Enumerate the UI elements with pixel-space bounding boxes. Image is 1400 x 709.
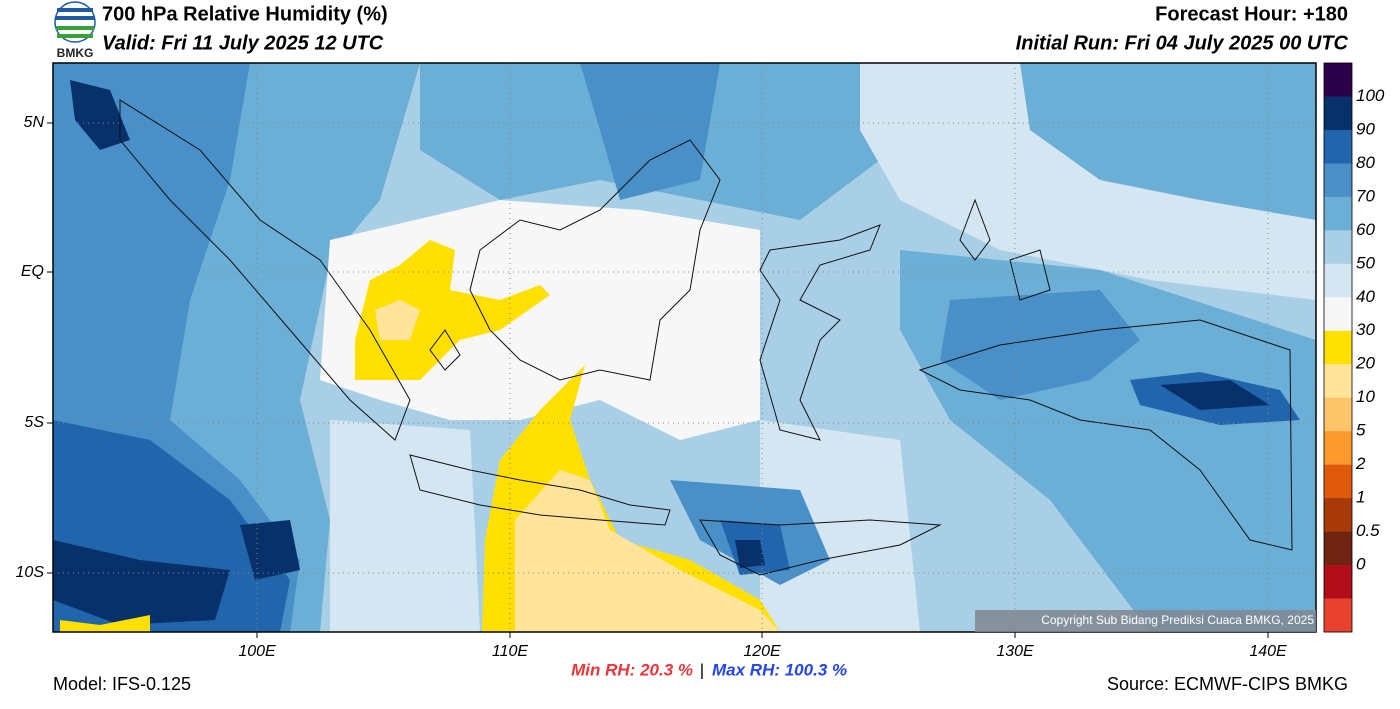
borneo	[469, 139, 721, 381]
logo: BMKG	[54, 1, 96, 60]
lat-label: 5N	[24, 114, 45, 131]
separator: |	[700, 660, 704, 679]
lon-label: 140E	[1249, 643, 1287, 660]
colorbar-label: 30	[1356, 320, 1375, 339]
colorbar-label: 80	[1356, 153, 1375, 172]
new-guinea	[918, 319, 1293, 551]
colorbar-segment	[1324, 163, 1352, 198]
colorbar-segment	[1324, 297, 1352, 332]
colorbar-label: 1	[1356, 488, 1365, 507]
humidity-field	[53, 63, 1316, 632]
colorbar-label: 20	[1355, 354, 1375, 373]
colorbar-segment	[1324, 364, 1352, 399]
java	[409, 454, 671, 526]
colorbar-label: 10	[1356, 387, 1375, 406]
title: 700 hPa Relative Humidity (%)	[102, 3, 388, 25]
colorbar-label: 0	[1356, 555, 1366, 574]
colorbar-label: 90	[1356, 119, 1375, 138]
colorbar-label: 40	[1356, 287, 1375, 306]
copyright-box	[975, 610, 1316, 632]
nusa-tenggara	[699, 519, 942, 576]
colorbar-segment	[1324, 96, 1352, 131]
sumatra	[119, 99, 411, 441]
colorbar-segment	[1324, 129, 1352, 164]
colorbar-segment	[1324, 498, 1352, 532]
colorbar-label: 50	[1356, 253, 1375, 272]
colorbar: 100 90 80 70 60 50 40 30 20 10 5 2 1 0.5 0	[1323, 62, 1385, 633]
max-rh: Max RH: 100.3 %	[712, 660, 847, 679]
lon-label: 100E	[238, 643, 276, 660]
colorbar-label: 0.5	[1356, 521, 1380, 540]
colorbar-segment	[1324, 565, 1352, 599]
colorbar-frame	[1323, 62, 1353, 633]
colorbar-label: 100	[1356, 86, 1385, 105]
colorbar-segment	[1324, 230, 1352, 265]
valid-time: Valid: Fri 11 July 2025 12 UTC	[102, 32, 384, 54]
colorbar-segment	[1324, 431, 1352, 465]
lat-label: EQ	[21, 263, 44, 280]
lat-label: 10S	[16, 564, 45, 581]
graticule	[47, 63, 1316, 638]
colorbar-label: 70	[1356, 186, 1375, 205]
colorbar-segment	[1324, 263, 1352, 298]
colorbar-segment	[1324, 196, 1352, 231]
colorbar-label: 2	[1355, 454, 1366, 473]
logo-text: BMKG	[57, 46, 94, 60]
colorbar-segment	[1324, 598, 1352, 633]
min-rh: Min RH: 20.3 %	[571, 660, 693, 679]
sulawesi	[759, 224, 881, 441]
colorbar-segment	[1324, 464, 1352, 499]
initial-run: Initial Run: Fri 04 July 2025 00 UTC	[1016, 32, 1349, 54]
lon-label: 130E	[996, 643, 1034, 660]
colorbar-segment	[1324, 330, 1352, 365]
colorbar-label: 60	[1356, 220, 1375, 239]
colorbar-segment	[1324, 397, 1352, 432]
colorbar-label: 5	[1356, 421, 1366, 440]
colorbar-segment	[1324, 63, 1352, 97]
model: Model: IFS-0.125	[53, 674, 191, 694]
lon-label: 110E	[492, 643, 529, 660]
lat-label: 5S	[24, 414, 44, 431]
coastlines	[119, 99, 1293, 576]
source: Source: ECMWF-CIPS BMKG	[1107, 674, 1348, 694]
map-frame	[52, 62, 1317, 633]
copyright: Copyright Sub Bidang Prediksi Cuaca BMKG…	[1041, 613, 1314, 627]
forecast-hour: Forecast Hour: +180	[1155, 3, 1348, 25]
lon-label: 120E	[743, 643, 781, 660]
colorbar-segment	[1324, 531, 1352, 566]
islands	[429, 198, 1051, 371]
